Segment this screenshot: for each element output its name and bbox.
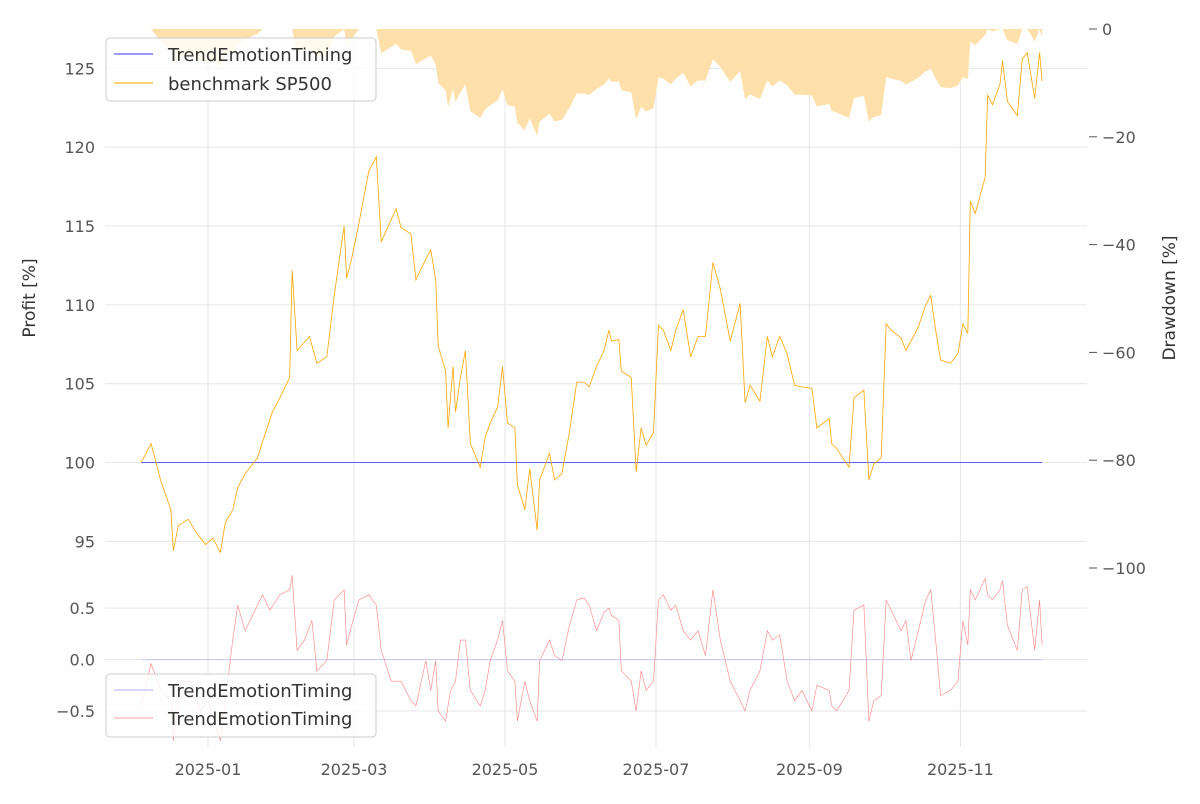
top-plot-area bbox=[140, 29, 1043, 554]
bottom-plot-area bbox=[140, 575, 1043, 741]
legend-label-strategy: TrendEmotionTiming bbox=[167, 45, 352, 66]
legend-label-strategy-red: TrendEmotionTiming bbox=[167, 709, 352, 730]
strategy-indicator-line bbox=[140, 575, 1043, 741]
y-tick-label-drawdown: −20 bbox=[1102, 128, 1136, 147]
legend-bottom: TrendEmotionTiming TrendEmotionTiming bbox=[105, 673, 377, 738]
y-tick-label-profit: 105 bbox=[64, 375, 95, 394]
legend-label-strategy-zero: TrendEmotionTiming bbox=[167, 681, 352, 702]
tick-labels: 2025-01 2025-03 2025-05 2025-07 2025-09 2025-… bbox=[56, 20, 1146, 779]
benchmark-line bbox=[140, 51, 1043, 554]
y-tick-label-drawdown: −60 bbox=[1102, 343, 1136, 362]
y-tick-label-bottom: 0.5 bbox=[70, 599, 95, 618]
drawdown-area bbox=[141, 29, 1043, 136]
y-tick-label-bottom: −0.5 bbox=[56, 702, 95, 721]
x-tick-label: 2025-07 bbox=[623, 760, 690, 779]
y-tick-label-drawdown: −100 bbox=[1102, 559, 1146, 578]
y-tick-label-profit: 100 bbox=[64, 454, 95, 473]
y-tick-label-profit: 115 bbox=[64, 217, 95, 236]
x-tick-label: 2025-01 bbox=[175, 760, 242, 779]
y-axis-label-profit: Profit [%] bbox=[20, 258, 40, 337]
x-tick-label: 2025-05 bbox=[472, 760, 539, 779]
y-tick-label-drawdown: −80 bbox=[1102, 451, 1136, 470]
x-tick-label: 2025-09 bbox=[776, 760, 843, 779]
y-tick-label-profit: 110 bbox=[64, 296, 95, 315]
x-tick-label: 2025-11 bbox=[927, 760, 994, 779]
y-axis-label-drawdown: Drawdown [%] bbox=[1160, 235, 1180, 360]
x-tick-label: 2025-03 bbox=[321, 760, 388, 779]
y-tick-label-bottom: 0.0 bbox=[70, 651, 95, 670]
legend-top: TrendEmotionTiming benchmark SP500 bbox=[105, 37, 377, 102]
y-tick-label-profit: 120 bbox=[64, 138, 95, 157]
y-tick-label-drawdown: 0 bbox=[1102, 20, 1112, 39]
y-tick-label-profit: 125 bbox=[64, 59, 95, 78]
y-tick-label-profit: 95 bbox=[75, 532, 95, 551]
legend-label-benchmark: benchmark SP500 bbox=[168, 74, 332, 95]
y-tick-label-drawdown: −40 bbox=[1102, 236, 1136, 255]
grid-lines bbox=[105, 29, 1087, 747]
